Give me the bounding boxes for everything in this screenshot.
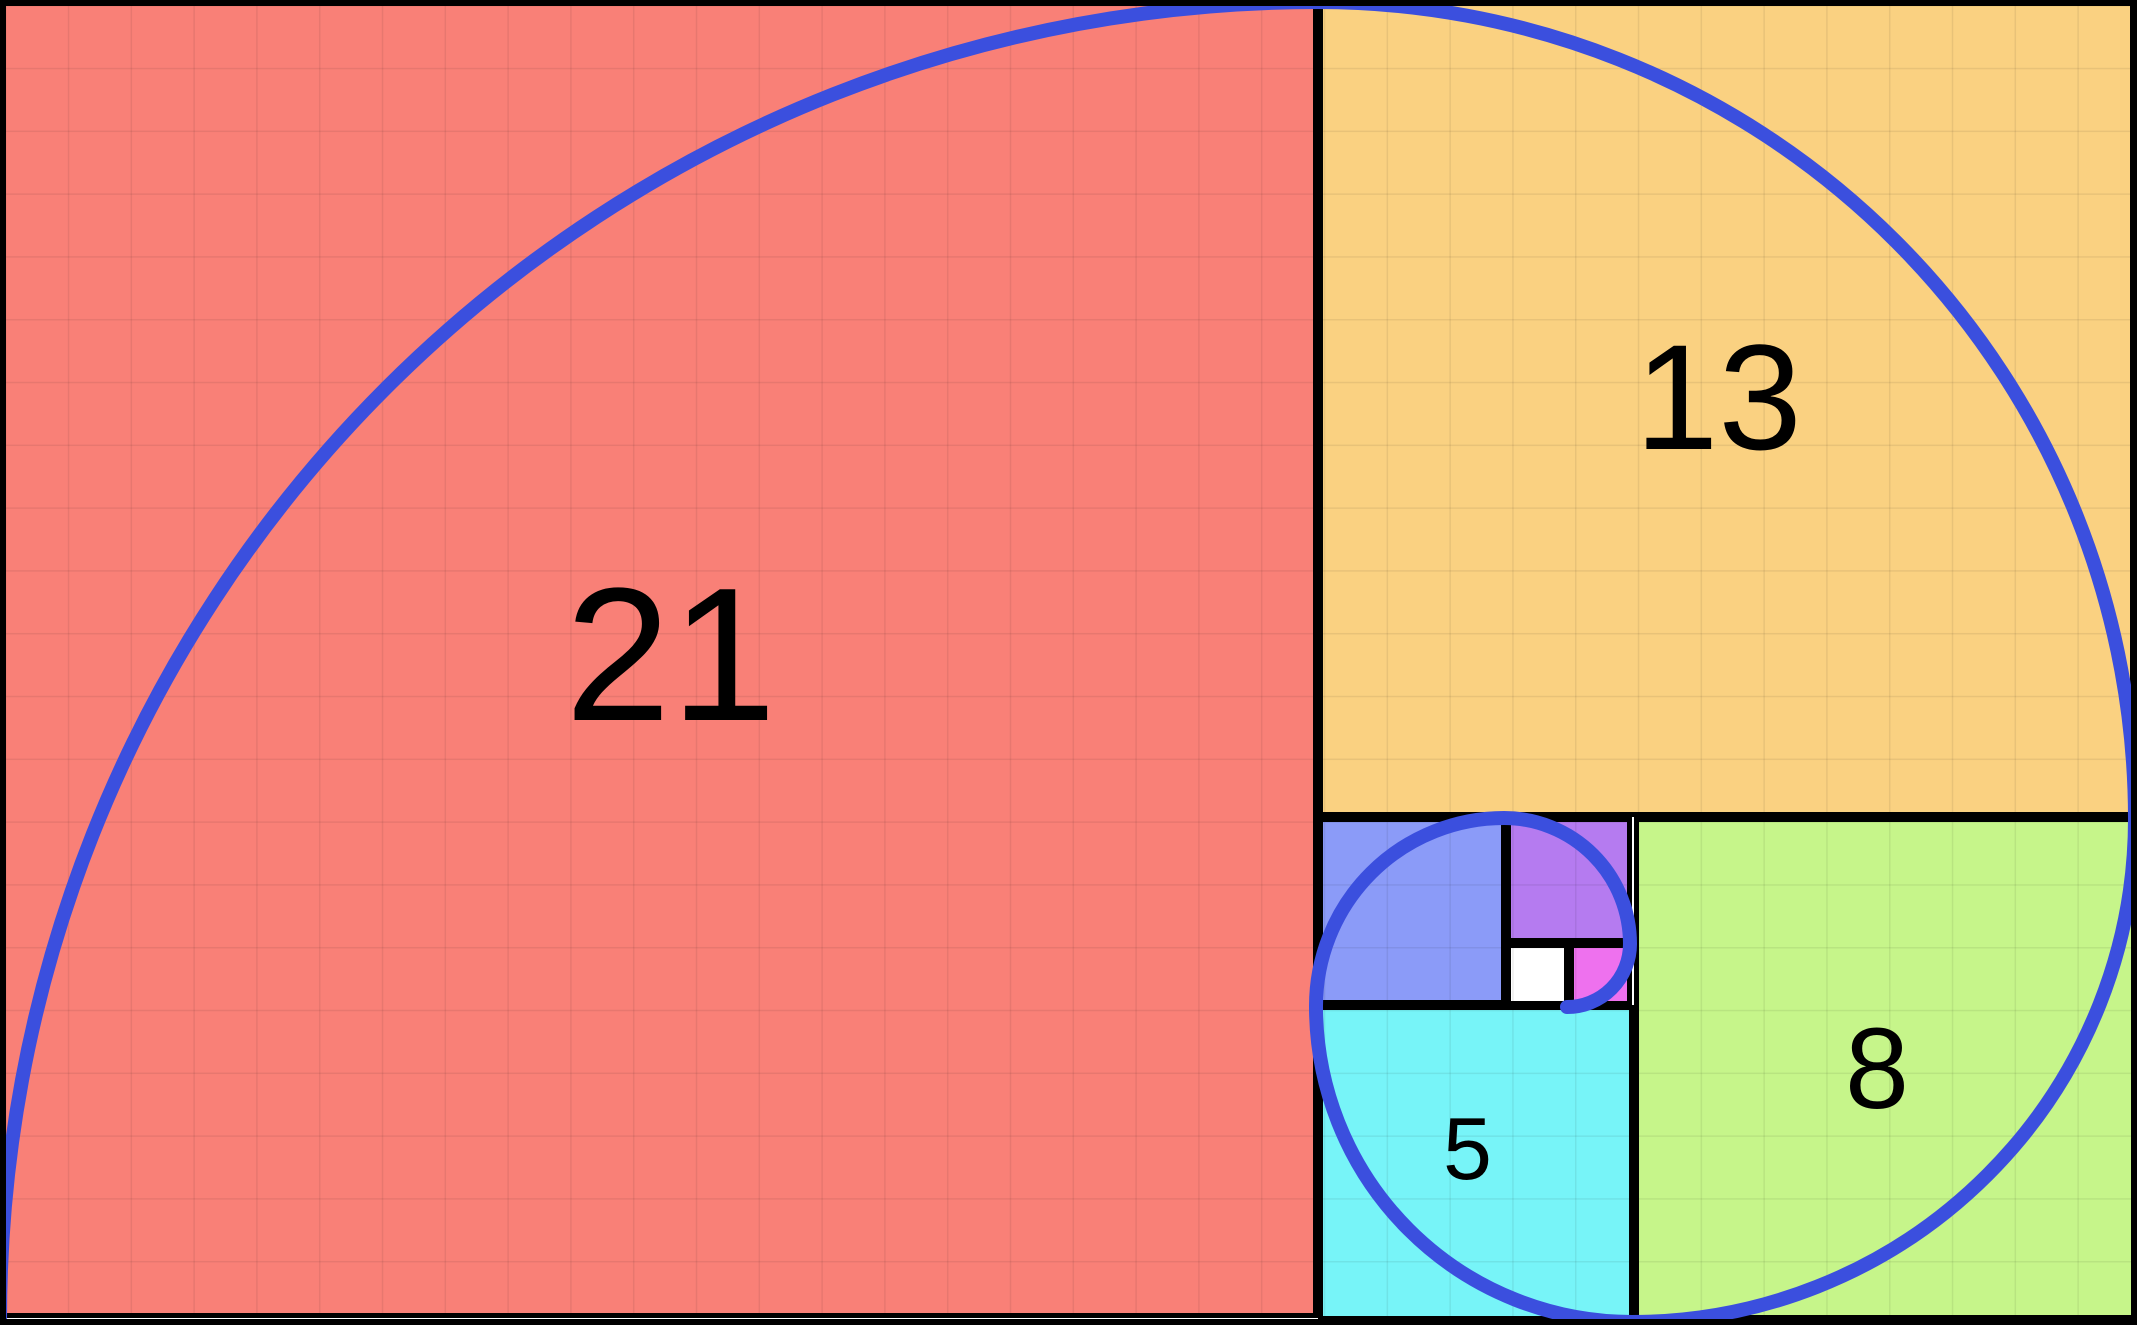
square-label-13: 13 <box>1635 313 1802 481</box>
graph-paper-texture <box>1511 822 1627 938</box>
graph-paper-texture <box>1574 948 1627 1001</box>
graph-paper-texture <box>1511 948 1564 1001</box>
square-label-8: 8 <box>1845 1005 1909 1133</box>
fibonacci-square-3-4 <box>1318 817 1506 1005</box>
graph-paper-texture <box>1323 822 1501 1000</box>
square-label-5: 5 <box>1443 1099 1492 1198</box>
square-label-21: 21 <box>565 549 777 761</box>
fibonacci-square-1-7 <box>1506 943 1569 1006</box>
fibonacci-square-2-5 <box>1506 817 1632 943</box>
fibonacci-square-1-6 <box>1569 943 1632 1006</box>
